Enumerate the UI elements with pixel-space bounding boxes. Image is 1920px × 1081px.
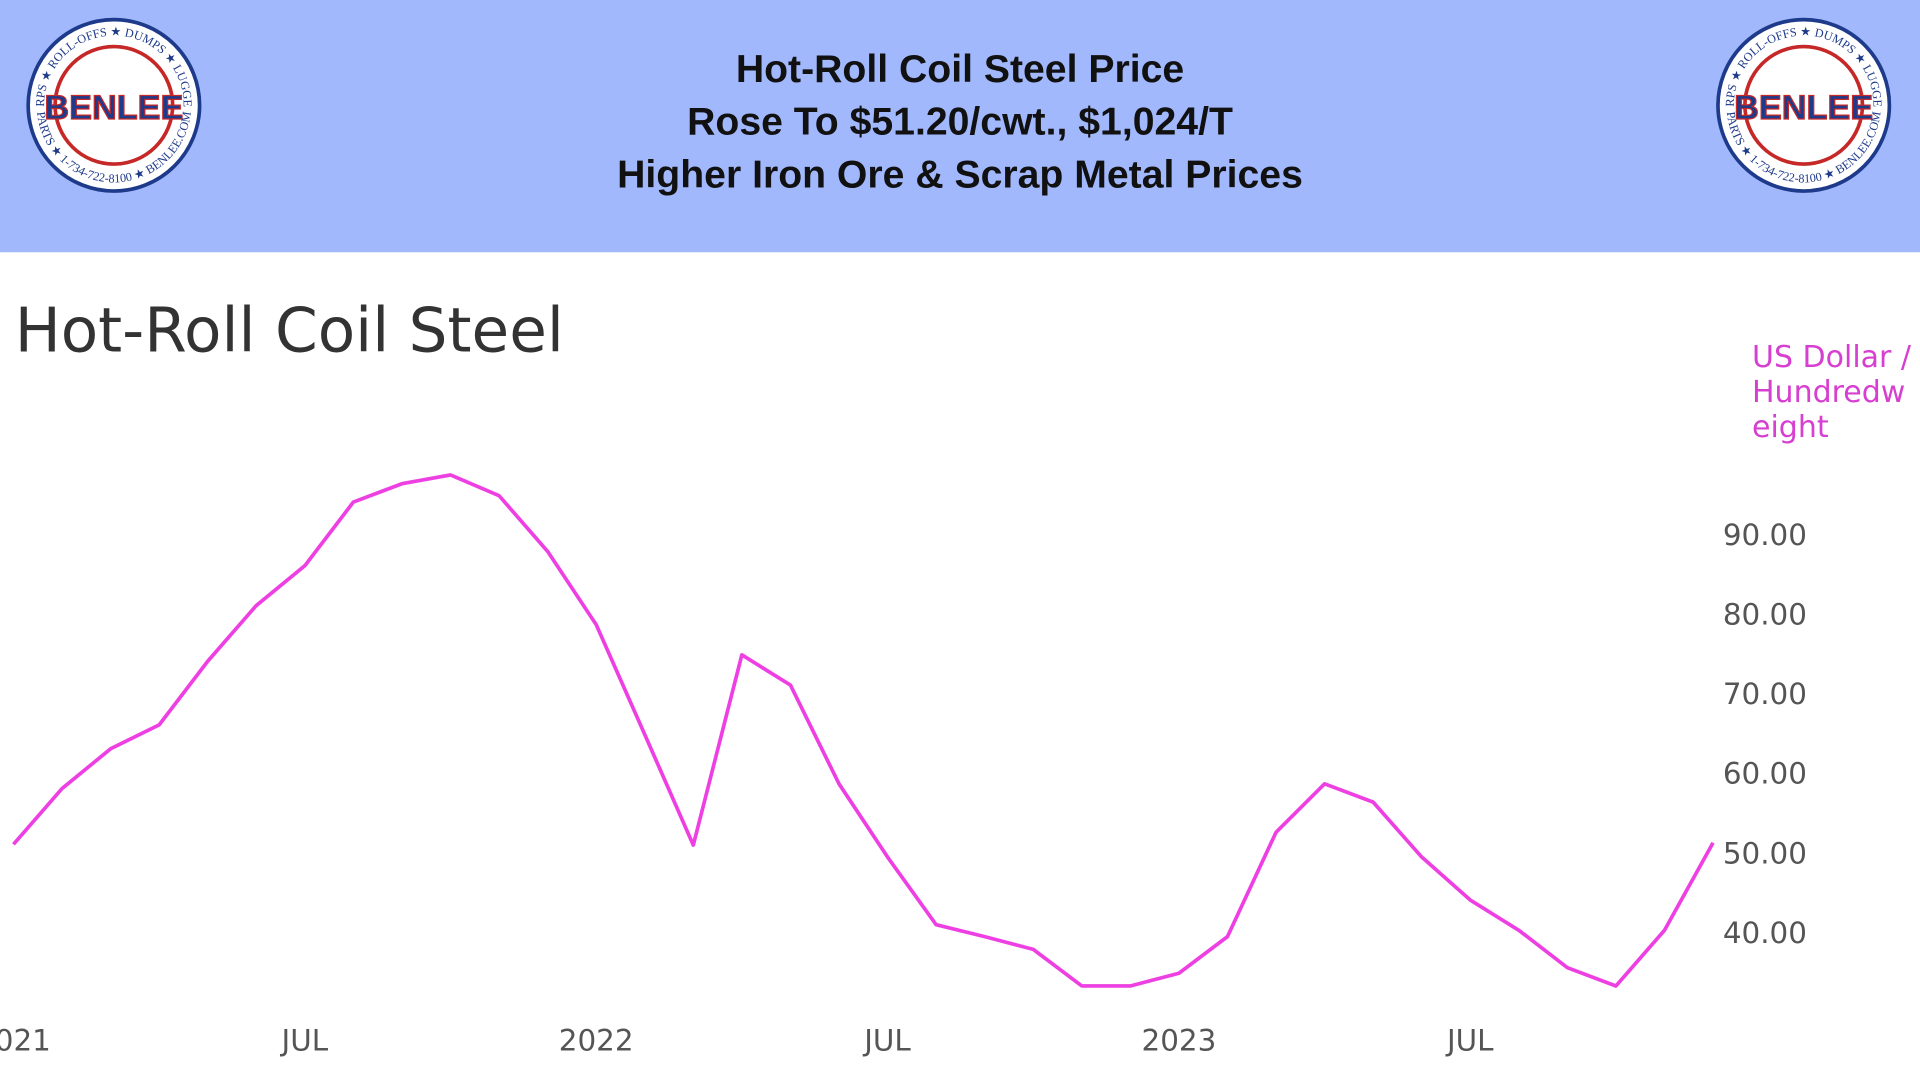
header-title: Higher Iron Ore & Scrap Metal Prices [617,153,1303,196]
y-tick-label: 60.00 [1723,757,1807,791]
y-tick-label: 90.00 [1723,518,1807,552]
x-tick-label: JUL [1445,1024,1494,1058]
logo-name: BENLEE [1734,89,1873,127]
x-tick-label: 2023 [1142,1024,1217,1058]
header-title: Rose To $51.20/cwt., $1,024/T [687,101,1233,144]
y-tick-label: 50.00 [1723,836,1807,870]
logo-name: BENLEE [44,89,183,127]
x-tick-label: 2021 [0,1024,51,1058]
header-title: Hot-Roll Coil Steel Price [736,48,1184,91]
y-tick-label: 40.00 [1723,916,1807,950]
y-axis-label: US Dollar / Hundredweight [1752,340,1912,445]
y-tick-label: 70.00 [1723,677,1807,711]
y-tick-label: 80.00 [1723,598,1807,632]
x-tick-label: JUL [280,1024,329,1058]
chart-title: Hot-Roll Coil Steel [15,295,564,366]
header-band [0,0,1920,253]
x-tick-label: 2022 [559,1024,634,1058]
x-tick-label: JUL [862,1024,911,1058]
line-series [12,473,1715,988]
logo: BENLEE TARPS ★ ROLL-OFFS ★ DUMPS ★ LUGGE… [0,0,202,193]
